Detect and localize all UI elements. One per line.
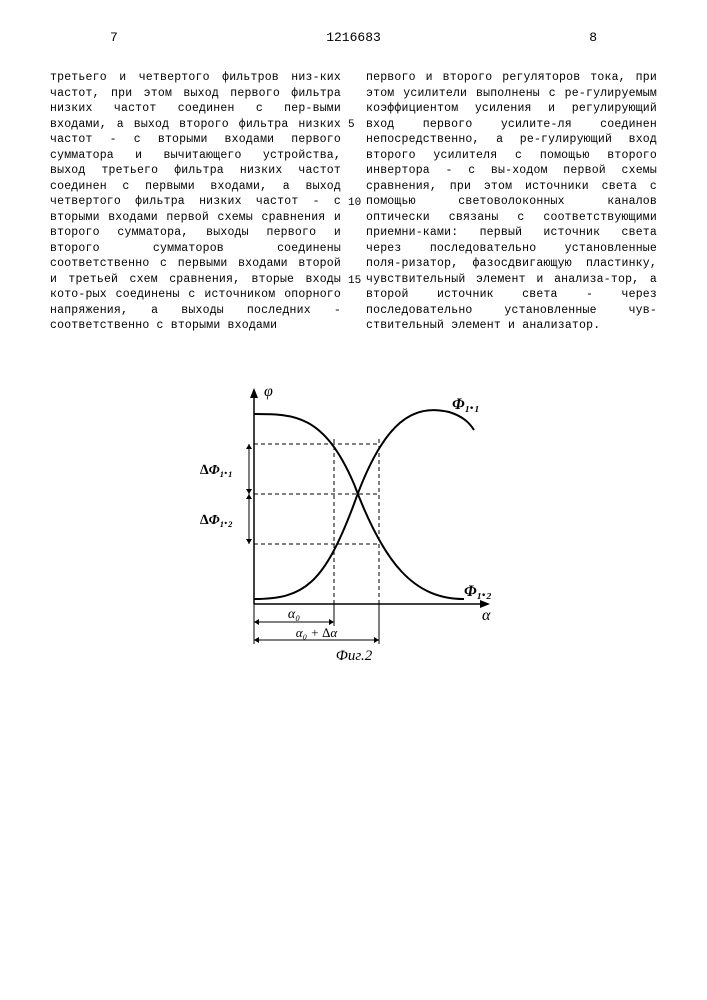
figure-2: φ α Φ₁.₁ Φ₁.₂ ∆Φ₁.₁ ∆Φ₁.₂ α₀ α₀ + ∆α Фиг.2	[194, 364, 514, 664]
line-number-10: 10	[348, 196, 361, 211]
line-number-15: 15	[348, 274, 361, 289]
column-right: первого и второго регуляторов тока, при …	[366, 70, 657, 334]
document-number: 1216683	[118, 30, 589, 45]
svg-text:∆Φ₁.₂: ∆Φ₁.₂	[200, 513, 233, 528]
svg-text:α₀ + ∆α: α₀ + ∆α	[295, 625, 338, 640]
svg-text:α: α	[482, 607, 491, 624]
svg-text:Фиг.2: Фиг.2	[335, 648, 372, 664]
svg-text:Φ₁.₂: Φ₁.₂	[464, 583, 492, 600]
svg-text:φ: φ	[264, 383, 273, 400]
page-header: 7 1216683 8	[50, 30, 657, 45]
page-number-right: 8	[589, 30, 597, 45]
svg-text:∆Φ₁.₁: ∆Φ₁.₁	[200, 463, 233, 478]
page-number-left: 7	[110, 30, 118, 45]
svg-text:α₀: α₀	[287, 607, 299, 622]
line-number-5: 5	[348, 118, 355, 133]
svg-text:Φ₁.₁: Φ₁.₁	[452, 396, 480, 413]
column-left: третьего и четвертого фильтров низ-ких ч…	[50, 70, 341, 334]
figure-svg: φ α Φ₁.₁ Φ₁.₂ ∆Φ₁.₁ ∆Φ₁.₂ α₀ α₀ + ∆α Фиг.2	[194, 364, 514, 664]
figure-container: φ α Φ₁.₁ Φ₁.₂ ∆Φ₁.₁ ∆Φ₁.₂ α₀ α₀ + ∆α Фиг.2	[50, 364, 657, 664]
